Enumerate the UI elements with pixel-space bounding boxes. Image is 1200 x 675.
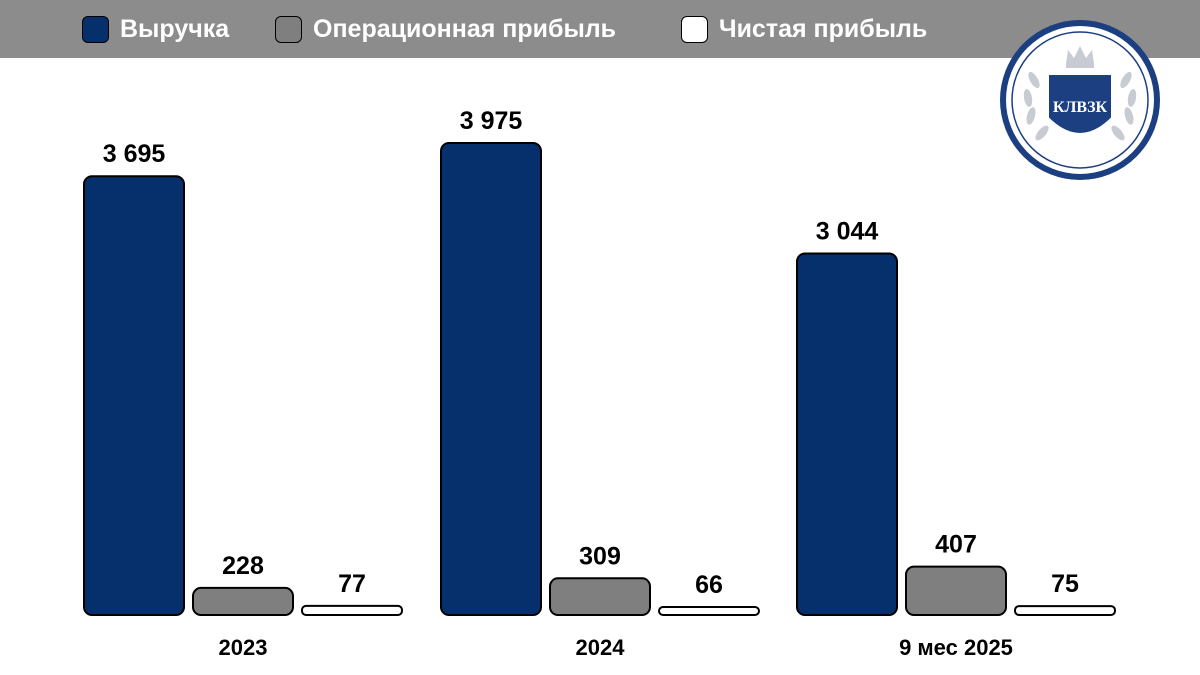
- bar-net-0: [301, 604, 403, 617]
- bar-revenue-2: [796, 252, 898, 617]
- laurel-icon: [1023, 71, 1137, 141]
- bar-revenue-0: [83, 175, 185, 616]
- legend-item-operating: Операционная прибыль: [275, 12, 616, 46]
- legend-item-net: Чистая прибыль: [681, 12, 927, 46]
- value-label-revenue-0: 3 695: [103, 140, 166, 168]
- bar-net-2: [1014, 605, 1116, 617]
- shield-icon: [1047, 73, 1113, 135]
- legend-bar: Выручка Операционная прибыль Чистая приб…: [0, 0, 1200, 58]
- legend-swatch-operating: [275, 15, 302, 43]
- bar-net-1: [658, 606, 760, 616]
- category-label-2: 9 мес 2025: [899, 635, 1013, 660]
- legend-label-revenue: Выручка: [120, 14, 230, 43]
- bar-operating-1: [549, 577, 651, 616]
- legend-item-revenue: Выручка: [82, 12, 229, 46]
- value-label-operating-1: 309: [579, 542, 621, 570]
- value-label-revenue-1: 3 975: [460, 107, 523, 135]
- legend-swatch-net: [681, 15, 708, 43]
- legend-swatch-revenue: [82, 15, 109, 43]
- value-label-revenue-2: 3 044: [816, 218, 879, 246]
- category-label-1: 2024: [576, 635, 626, 660]
- bar-operating-2: [905, 565, 1007, 616]
- crown-icon: [1066, 46, 1094, 68]
- value-label-net-1: 66: [695, 571, 723, 599]
- bar-operating-0: [192, 586, 294, 617]
- logo-text: КЛВЗК: [1053, 99, 1108, 116]
- legend-label-operating: Операционная прибыль: [313, 14, 617, 43]
- value-label-operating-0: 228: [222, 552, 264, 580]
- value-label-operating-2: 407: [935, 531, 977, 559]
- category-label-0: 2023: [219, 635, 268, 660]
- bar-revenue-1: [440, 142, 542, 616]
- company-logo: КЛВЗК: [1000, 20, 1160, 180]
- legend-label-net: Чистая прибыль: [719, 14, 928, 43]
- value-label-net-2: 75: [1051, 570, 1079, 598]
- value-label-net-0: 77: [338, 570, 366, 598]
